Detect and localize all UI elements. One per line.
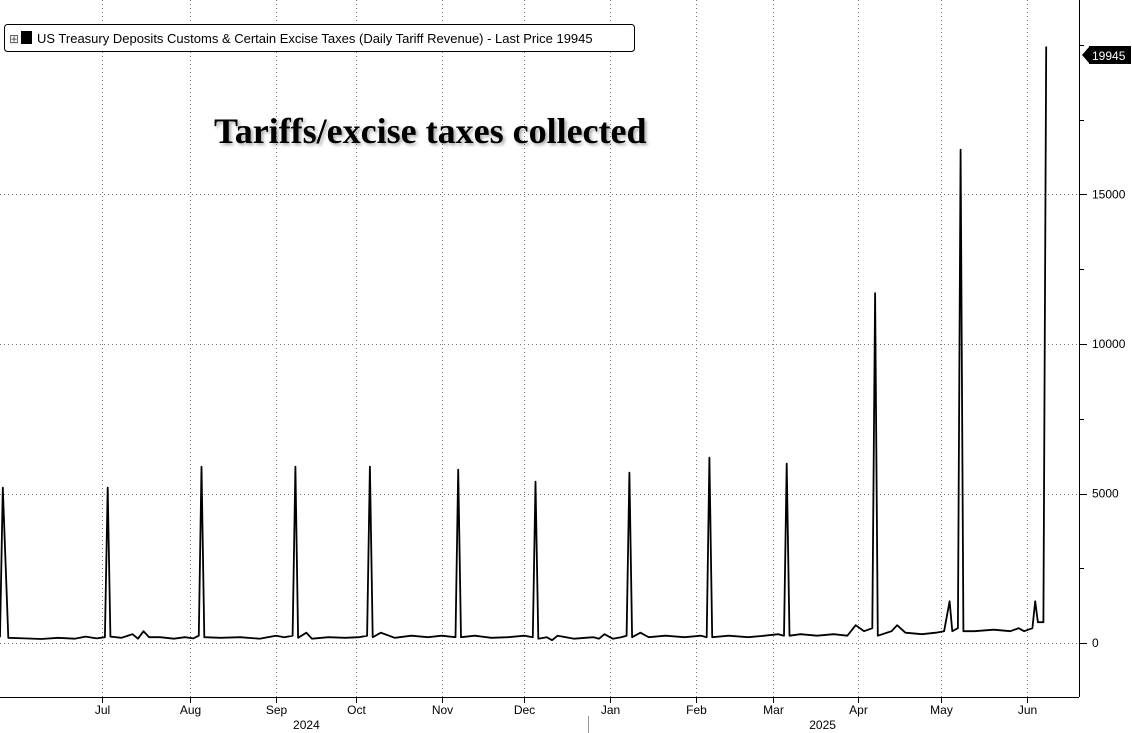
x-tick-label: Nov	[432, 703, 453, 717]
x-tick-label: Jul	[95, 703, 110, 717]
y-axis: 0 5000 10000 15000	[1079, 45, 1126, 650]
x-year-label: 2025	[809, 718, 836, 732]
legend-box	[4, 24, 635, 52]
x-tick-label: Mar	[763, 703, 784, 717]
x-axis: Jul Aug Sep Oct Nov Dec Jan Feb Mar Apr May Jun 2024…	[95, 697, 1037, 733]
gridlines	[0, 0, 1079, 697]
x-tick-label: Apr	[849, 703, 868, 717]
last-value-label: 19945	[1092, 49, 1126, 63]
x-tick-label: Aug	[180, 703, 201, 717]
last-value-box	[1089, 46, 1131, 64]
last-value-pointer	[1082, 47, 1089, 63]
legend-series-swatch	[21, 31, 32, 44]
y-tick-label: 5000	[1092, 487, 1119, 501]
x-tick-label: Sep	[266, 703, 288, 717]
legend-expand-icon[interactable]: ⊞	[9, 32, 19, 46]
y-tick-label: 0	[1092, 636, 1099, 650]
y-tick-label: 10000	[1092, 337, 1126, 351]
x-tick-label: Jun	[1018, 703, 1037, 717]
series-line	[0, 46, 1048, 642]
y-tick-label: 15000	[1092, 187, 1126, 201]
last-value-marker: 19945	[1082, 46, 1131, 64]
x-tick-label: Dec	[514, 703, 535, 717]
x-tick-label: Jan	[601, 703, 620, 717]
x-tick-label: Feb	[686, 703, 707, 717]
legend-series-label: US Treasury Deposits Customs & Certain E…	[37, 31, 593, 46]
x-tick-label: May	[930, 703, 953, 717]
x-tick-label: Oct	[347, 703, 366, 717]
legend: ⊞ US Treasury Deposits Customs & Certain…	[4, 24, 635, 52]
chart-title: Tariffs/excise taxes collected	[214, 111, 647, 151]
x-year-label: 2024	[293, 718, 320, 732]
